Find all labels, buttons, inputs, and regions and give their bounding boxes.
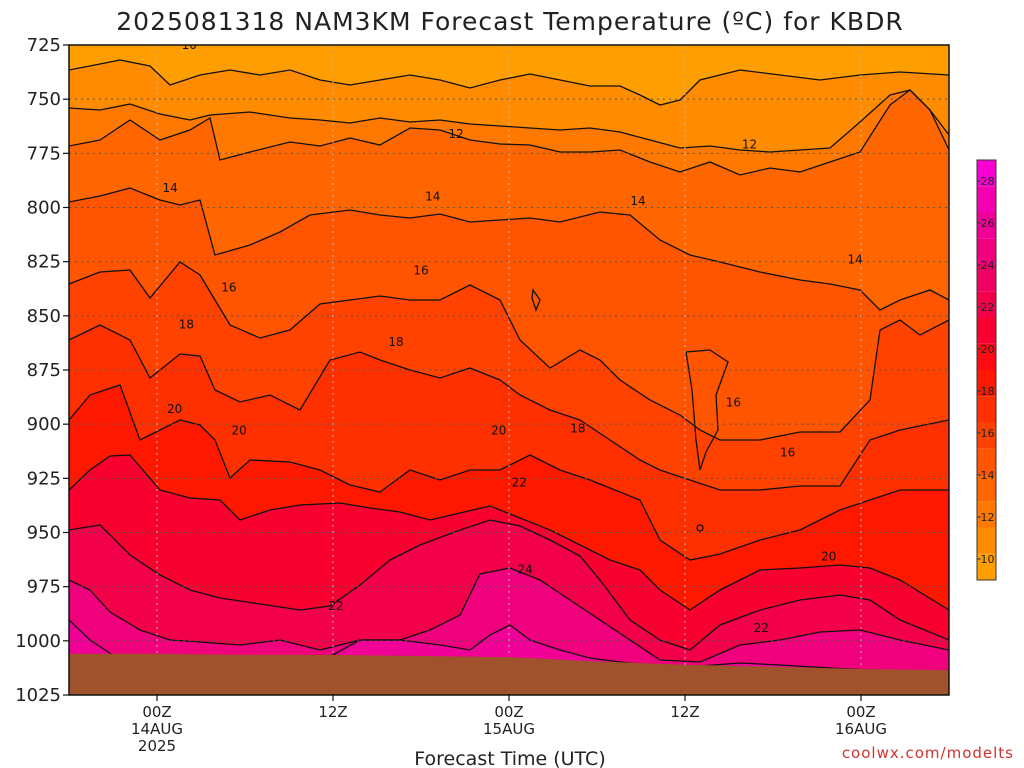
contour-label: 16 bbox=[221, 281, 236, 295]
colorbar-swatch bbox=[977, 291, 996, 318]
y-tick-label: 875 bbox=[27, 360, 61, 381]
colorbar-swatch bbox=[977, 527, 996, 554]
colorbar-swatch bbox=[977, 370, 996, 397]
credit-link[interactable]: coolwx.com/modelts bbox=[842, 744, 1014, 762]
contour-label: 20 bbox=[231, 424, 246, 438]
y-tick-label: 950 bbox=[27, 523, 61, 544]
colorbar-swatch bbox=[977, 186, 996, 213]
y-tick-label: 1025 bbox=[15, 685, 61, 706]
colorbar-swatch bbox=[977, 422, 996, 449]
y-tick-label: 800 bbox=[27, 198, 61, 219]
colorbar-swatch bbox=[977, 238, 996, 265]
x-tick-label: 00Z 15AUG bbox=[483, 703, 535, 738]
contour-label: 20 bbox=[821, 549, 836, 563]
colorbar-tick-label: 10 bbox=[981, 553, 995, 566]
x-tick-label: 12Z bbox=[318, 703, 347, 721]
contour-label: 18 bbox=[388, 335, 403, 349]
colorbar-swatch bbox=[977, 501, 996, 528]
colorbar-tick-label: 18 bbox=[981, 385, 995, 398]
contour-label: 14 bbox=[630, 194, 645, 208]
colorbar-swatch bbox=[977, 265, 996, 292]
colorbar-tick-label: 12 bbox=[981, 511, 995, 524]
x-tick-label: 12Z bbox=[670, 703, 699, 721]
contour-labels: 10 12 12 14 14 14 14 16 16 16 16 18 18 18 20 20 20 20 22 22… bbox=[163, 38, 863, 635]
contour-lines bbox=[69, 59, 949, 673]
colorbar-swatch bbox=[977, 553, 996, 580]
y-tick-label: 750 bbox=[27, 89, 61, 110]
colorbar-swatch bbox=[977, 212, 996, 239]
colorbar-tick-label: 16 bbox=[981, 427, 995, 440]
y-axis: 725 750 775 800 825 850 875 900 925 950 975 1000 102… bbox=[15, 35, 69, 706]
x-tick-label: 00Z 16AUG bbox=[835, 703, 887, 738]
contour-label: 10 bbox=[182, 38, 197, 52]
colorbar-swatch bbox=[977, 343, 996, 370]
contour-label: 22 bbox=[512, 476, 527, 490]
colorbar-tick-label: 14 bbox=[981, 469, 995, 482]
contour-label: 22 bbox=[328, 599, 343, 613]
contour-label: 20 bbox=[167, 402, 182, 416]
colorbar-swatch bbox=[977, 317, 996, 344]
y-tick-label: 900 bbox=[27, 414, 61, 435]
colorbar-tick-label: 24 bbox=[981, 259, 995, 272]
colorbar-tick-label: 22 bbox=[981, 301, 995, 314]
contour-label: 16 bbox=[780, 445, 795, 459]
y-tick-label: 725 bbox=[27, 35, 61, 56]
colorbar-tick-label: 26 bbox=[981, 217, 995, 230]
colorbar-swatch bbox=[977, 448, 996, 475]
contour-label: 14 bbox=[163, 181, 178, 195]
contour-label: 12 bbox=[742, 138, 757, 152]
colorbar-tick-label: 20 bbox=[981, 343, 995, 356]
contour-label: 14 bbox=[425, 190, 440, 204]
contour-label: 14 bbox=[847, 253, 862, 267]
y-tick-label: 925 bbox=[27, 468, 61, 489]
contour-label: 16 bbox=[726, 396, 741, 410]
colorbar-swatch bbox=[977, 475, 996, 502]
y-tick-label: 1000 bbox=[15, 631, 61, 652]
colorbar-swatch bbox=[977, 160, 996, 187]
contour-label: 22 bbox=[754, 621, 769, 635]
contour-label: 12 bbox=[449, 127, 464, 141]
contour-label: 16 bbox=[413, 263, 428, 277]
contour-label: 20 bbox=[491, 424, 506, 438]
x-tick-label: 00Z 14AUG 2025 bbox=[131, 703, 183, 755]
plot-area: 10 12 12 14 14 14 14 16 16 16 16 18 18 18 20 20 20 20 22 22… bbox=[69, 38, 949, 695]
y-tick-label: 975 bbox=[27, 577, 61, 598]
x-axis: 00Z 14AUG 2025 12Z 00Z 15AUG 12Z 00Z 16AUG bbox=[131, 695, 887, 755]
contour-label: 18 bbox=[179, 318, 194, 332]
grid-lines bbox=[69, 45, 949, 695]
colorbar-swatch bbox=[977, 396, 996, 423]
colorbar-frame bbox=[976, 159, 997, 581]
colorbar: 10 12 14 16 18 20 22 24 26 28 bbox=[976, 159, 997, 581]
colorbar-tick-label: 28 bbox=[981, 175, 995, 188]
x-axis-label: Forecast Time (UTC) bbox=[414, 748, 605, 768]
chart-title: 2025081318 NAM3KM Forecast Temperature (… bbox=[116, 7, 903, 36]
y-tick-label: 850 bbox=[27, 306, 61, 327]
contour-label: 18 bbox=[570, 422, 585, 436]
contour-label: 24 bbox=[517, 562, 532, 576]
ground-below-surface bbox=[69, 653, 949, 695]
y-tick-label: 775 bbox=[27, 143, 61, 164]
y-tick-label: 825 bbox=[27, 252, 61, 273]
